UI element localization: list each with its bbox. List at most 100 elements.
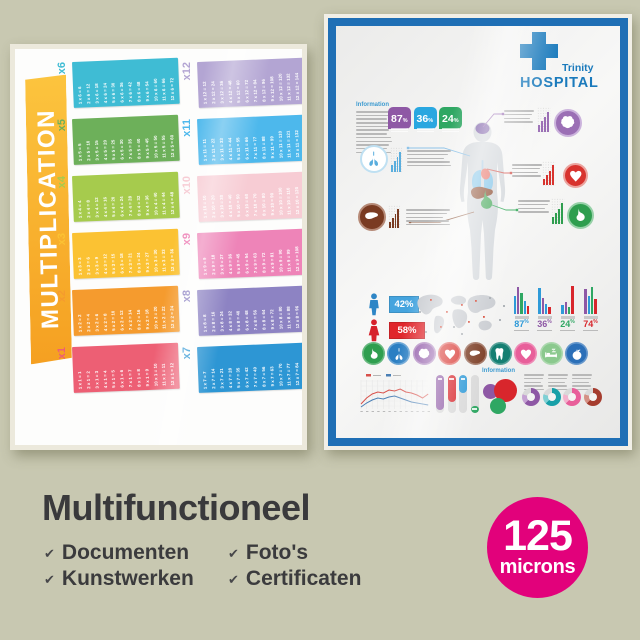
mini-stat-value: 36% xyxy=(537,319,552,331)
stat-badges: 87% 36% 24% xyxy=(388,107,462,133)
multiplication-table: x11 1 x 11 = 11 2 x 11 = 22 3 x 11 = 33 4 x … xyxy=(181,114,302,165)
placeholder-line xyxy=(572,374,592,376)
table-fact: 2 x 3 = 6 xyxy=(85,257,92,275)
table-fact: 4 x 6 = 24 xyxy=(102,82,108,104)
donut-charts xyxy=(522,388,602,406)
table-fact: 8 x 5 = 40 xyxy=(135,138,142,159)
placeholder-line xyxy=(548,377,567,380)
table-label-box: x2 xyxy=(56,290,70,336)
table-fact: 12 x 10 = 120 xyxy=(294,186,301,215)
apple-circle xyxy=(565,342,589,365)
table-fact: 5 x 3 = 15 xyxy=(110,253,117,274)
line-chart xyxy=(358,372,432,414)
mini-stat: 24% xyxy=(558,284,577,331)
table-label-box: x11 xyxy=(181,119,195,165)
table-fact: 2 x 11 = 22 xyxy=(210,138,217,161)
bar-label xyxy=(472,408,477,410)
mini-stat-bar xyxy=(584,289,587,314)
table-fact: 6 x 5 = 30 xyxy=(118,139,125,160)
table-fact: 6 x 6 = 36 xyxy=(118,82,125,103)
placeholder-line xyxy=(524,374,544,376)
liver-icon xyxy=(469,350,481,356)
table-fact: 5 x 9 = 45 xyxy=(235,253,242,274)
table-fact: 7 x 2 = 14 xyxy=(127,309,134,331)
placeholder-line xyxy=(406,209,450,211)
stomach-icon xyxy=(576,208,585,222)
table-label: x12 xyxy=(181,62,193,81)
feature-item: ✔ Certificaten xyxy=(228,567,361,591)
table-fact: 2 x 8 = 16 xyxy=(210,311,217,332)
table-fact: 3 x 12 = 36 xyxy=(218,80,225,104)
placeholder-line xyxy=(524,377,543,380)
table-label: x2 xyxy=(56,290,68,303)
table-label-box: x5 xyxy=(56,119,70,165)
bar-fill xyxy=(459,375,467,393)
table-fact: 4 x 5 = 20 xyxy=(102,139,108,161)
heart-circle xyxy=(514,342,538,365)
heart-icon xyxy=(520,349,531,359)
brain-icon xyxy=(561,116,575,129)
mini-stat-bar xyxy=(523,301,527,314)
table-fact: 8 x 7 = 56 xyxy=(260,366,267,387)
table-fact: 1 x 10 = 10 xyxy=(201,195,208,219)
table-fact: 7 x 5 = 35 xyxy=(127,138,134,160)
liver-circle xyxy=(463,342,487,365)
placeholder-line xyxy=(548,374,568,376)
mini-chart-bar xyxy=(552,165,555,185)
pie-slice xyxy=(490,398,506,414)
table-fact: 6 x 10 = 60 xyxy=(243,193,250,217)
table-fact: 11 x 4 = 44 xyxy=(160,192,167,215)
mini-stat-bar xyxy=(538,288,541,314)
table-fact: 3 x 8 = 24 xyxy=(218,311,225,332)
table-fact: 10 x 11 = 110 xyxy=(277,130,284,159)
stomach-circle xyxy=(362,342,385,365)
lungs-icon xyxy=(395,347,403,360)
mini-stat-bar xyxy=(591,287,594,314)
table-fact: 2 x 4 = 8 xyxy=(85,200,92,218)
table-fact: 6 x 8 = 48 xyxy=(243,310,250,331)
heart-mini-chart xyxy=(542,161,556,186)
brain-callout-circle xyxy=(554,109,582,137)
donut-hole xyxy=(527,393,535,401)
table-fact: 9 x 5 = 45 xyxy=(144,138,151,159)
mini-chart-bar xyxy=(552,217,555,224)
table-fact: 9 x 2 = 18 xyxy=(144,309,151,330)
table-label-box: x4 xyxy=(56,176,70,222)
placeholder-line xyxy=(572,385,592,387)
placeholder-line xyxy=(512,171,538,174)
table-fact: 1 x 4 = 4 xyxy=(76,200,83,219)
placeholder-line xyxy=(524,385,544,387)
table-label-box: x1 xyxy=(56,347,70,393)
table-strip: 1 x 11 = 11 2 x 11 = 22 3 x 11 = 33 4 x 11 … xyxy=(197,114,302,165)
placeholder-line xyxy=(518,207,546,210)
bar-fill xyxy=(447,375,456,403)
table-label: x8 xyxy=(181,290,193,303)
table-fact: 10 x 5 = 50 xyxy=(152,135,159,159)
thickness-badge: 125 microns xyxy=(487,497,588,598)
table-fact: 1 x 8 = 8 xyxy=(201,314,208,333)
placeholder-line xyxy=(356,136,391,139)
table-fact: 1 x 11 = 11 xyxy=(201,138,208,162)
mini-stat-bars xyxy=(584,284,597,314)
organ-icon-row xyxy=(362,342,589,365)
information-heading: Information xyxy=(482,368,515,374)
stat-badge-unit: % xyxy=(428,118,434,124)
mini-chart-bar xyxy=(558,208,561,224)
mini-chart-bar xyxy=(549,170,552,185)
table-fact: 3 x 4 = 12 xyxy=(93,197,100,218)
table-fact: 6 x 4 = 24 xyxy=(118,196,125,217)
placeholder-line xyxy=(504,113,532,116)
donut-chart xyxy=(542,388,561,406)
table-label-box: x10 xyxy=(181,176,195,222)
table-fact: 10 x 12 = 120 xyxy=(277,73,284,102)
table-fact: 5 x 11 = 55 xyxy=(235,137,242,160)
table-fact: 10 x 9 = 90 xyxy=(277,249,284,273)
table-fact: 9 x 1 = 9 xyxy=(144,368,151,387)
table-fact: 8 x 9 = 72 xyxy=(260,252,267,273)
